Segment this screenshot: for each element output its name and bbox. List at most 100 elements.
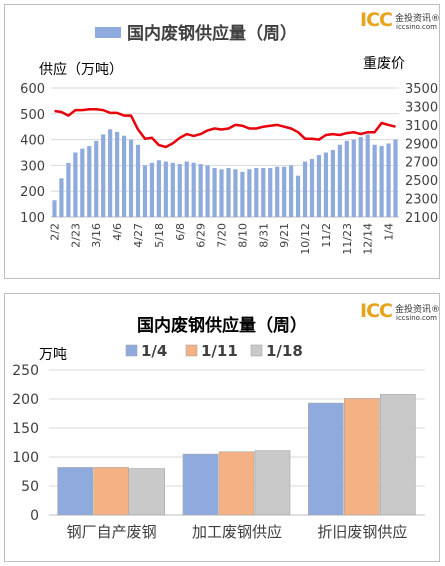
x-tick-label: 11/23 — [341, 223, 354, 255]
supply-bar — [309, 158, 315, 217]
logo-cn-text: 金投资讯® — [395, 14, 441, 24]
logo-brand: ICC — [360, 9, 393, 31]
supply-bar — [73, 152, 78, 217]
y-left-tick-label: 200 — [20, 185, 45, 200]
supply-chart-svg: 100 200 300 400 500 600 2100 2300 2500 2700 2900 31… — [20, 23, 438, 255]
x-tick-label: 6/8 — [174, 223, 187, 241]
supply-bar — [365, 134, 370, 217]
x-category-label: 加工废钢供应 — [192, 523, 282, 541]
supply-bar — [149, 162, 155, 217]
icc-logo-2: ICC 金投资讯® iccsino.com — [360, 300, 440, 322]
supply-bar — [198, 164, 203, 217]
supply-bar — [156, 160, 161, 217]
chart-title: 国内废钢供应量（周） — [137, 315, 307, 336]
supply-bar — [268, 167, 273, 217]
logo-url-text-2: iccsino.com — [396, 314, 438, 322]
y-right-tick-label: 3300 — [405, 100, 438, 115]
category-bar — [182, 453, 219, 516]
y-right-tick-label: 2300 — [405, 193, 438, 208]
supply-bar — [337, 144, 342, 217]
supply-bar — [372, 144, 377, 217]
supply-bar — [386, 143, 391, 217]
y-axis-title: 万吨 — [39, 347, 67, 363]
supply-bar — [254, 167, 259, 217]
y-tick-label: 100 — [12, 450, 39, 466]
price-line — [54, 107, 396, 149]
icc-logo: ICC 金投资讯® iccsino.com — [360, 9, 440, 31]
supply-bar — [302, 161, 308, 217]
category-bar — [57, 467, 93, 516]
supply-bar — [170, 162, 175, 217]
supply-bar — [282, 166, 287, 217]
y-tick-label: 0 — [30, 508, 39, 524]
supply-bar — [247, 169, 252, 217]
supply-bar — [323, 152, 329, 217]
legend-label: 1/11 — [201, 342, 238, 360]
supply-bar — [177, 164, 182, 217]
x-tick-label: 6/29 — [195, 223, 208, 248]
y-right-tick-label: 2700 — [405, 156, 438, 171]
legend-label: 国内废钢供应量（周） — [127, 23, 297, 44]
supply-bar — [212, 167, 217, 217]
y-right-tick-label: 2900 — [405, 137, 438, 152]
y-left-tick-label: 500 — [20, 108, 45, 123]
category-bar — [218, 451, 255, 516]
supply-bar — [80, 148, 85, 217]
legend-label: 1/4 — [141, 342, 167, 360]
x-tick-label: 10/12 — [299, 223, 312, 255]
category-chart-svg: 0 50 100 150 200 250 钢厂自产废钢 加工废钢供应 折旧废钢供应 国内废钢供应量… — [12, 315, 425, 541]
supply-bar — [115, 131, 120, 217]
supply-bar — [226, 167, 231, 217]
supply-bar — [289, 165, 294, 217]
supply-line-bar-chart-panel: 100 200 300 400 500 600 2100 2300 2500 2700 2900 31… — [4, 4, 440, 279]
supply-category-bar-chart-panel: 0 50 100 150 200 250 钢厂自产废钢 加工废钢供应 折旧废钢供应 国内废钢供应量… — [4, 293, 440, 562]
supply-bar — [295, 175, 301, 217]
y-tick-label: 250 — [12, 363, 39, 379]
legend-swatch — [185, 344, 198, 357]
x-tick-label: 11/2 — [320, 223, 333, 248]
y-right-tick-label: 3100 — [405, 119, 438, 134]
x-category-label: 折旧废钢供应 — [317, 523, 407, 541]
supply-bar — [142, 165, 148, 217]
supply-bar — [121, 135, 127, 217]
supply-bar — [205, 165, 210, 217]
y-right-tick-label: 2100 — [405, 211, 438, 226]
y-left-tick-label: 300 — [20, 159, 45, 174]
legend-label: 1/18 — [266, 342, 303, 360]
x-tick-label: 9/21 — [278, 223, 291, 248]
category-bar — [93, 467, 129, 516]
y-tick-label: 150 — [12, 421, 39, 437]
supply-bar — [66, 162, 71, 217]
legend-swatch — [125, 344, 138, 357]
category-bar — [254, 450, 291, 516]
supply-bar — [240, 171, 245, 217]
supply-bar — [393, 139, 398, 217]
supply-bar — [184, 161, 189, 217]
category-bar — [344, 398, 380, 516]
y-left-axis-title: 供应（万吨） — [39, 61, 123, 78]
x-tick-label: 1/4 — [383, 223, 396, 241]
x-tick-label: 4/27 — [132, 223, 145, 248]
y-left-tick-label: 400 — [20, 134, 45, 149]
legend-swatch — [250, 344, 263, 357]
x-tick-label: 3/16 — [90, 223, 103, 248]
category-bar — [308, 402, 344, 516]
x-tick-label: 8/10 — [236, 223, 249, 248]
supply-bar — [261, 167, 266, 217]
supply-bar — [52, 200, 57, 217]
supply-bar — [358, 137, 363, 217]
supply-bar — [163, 161, 168, 217]
x-tick-label: 12/14 — [362, 223, 375, 255]
x-tick-label: 8/31 — [257, 223, 270, 248]
y-left-tick-label: 100 — [20, 211, 45, 226]
supply-bar — [344, 140, 349, 217]
supply-bar — [59, 178, 64, 217]
y-left-tick-label: 600 — [20, 82, 45, 97]
y-tick-label: 200 — [12, 392, 39, 408]
supply-bar — [316, 155, 322, 217]
logo-url-text: iccsino.com — [396, 23, 438, 31]
supply-bar — [219, 169, 224, 217]
supply-bar — [275, 166, 280, 217]
supply-bar — [233, 169, 238, 217]
supply-bar — [94, 140, 99, 217]
